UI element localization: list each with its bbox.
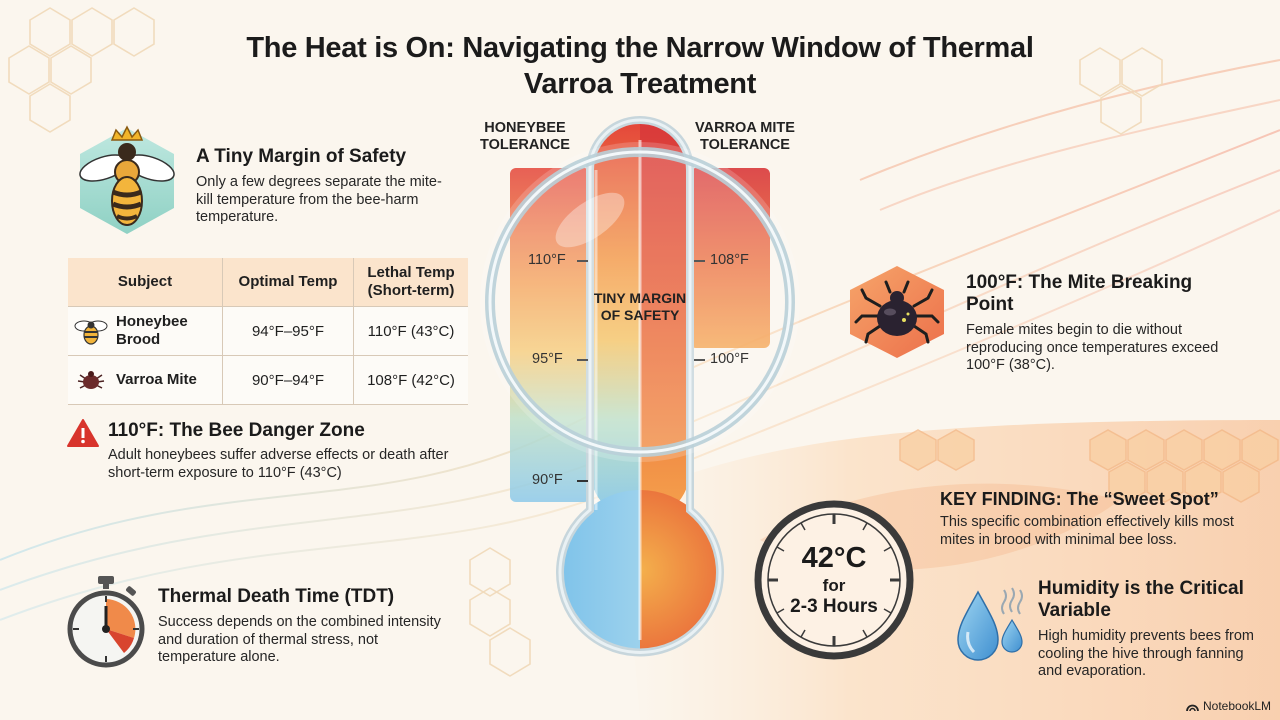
page-title: The Heat is On: Navigating the Narrow Wi… bbox=[246, 32, 1034, 100]
table-header-optimal: Optimal Temp bbox=[222, 258, 354, 307]
humidity-text: High humidity prevents bees from cooling… bbox=[1038, 628, 1254, 679]
warning-icon bbox=[67, 419, 99, 447]
margin-text: Only a few degrees separate the mite-kil… bbox=[196, 174, 442, 225]
tdt-text: Success depends on the combined intensit… bbox=[158, 614, 441, 665]
tick-108f: 108°F bbox=[710, 252, 749, 268]
clock-duration: 2-3 Hours bbox=[790, 596, 878, 617]
queen-bee-icon bbox=[79, 125, 175, 234]
danger-heading: 110°F: The Bee Danger Zone bbox=[108, 420, 365, 441]
bee-icon bbox=[74, 320, 108, 345]
table-header-lethal: Lethal Temp (Short-term) bbox=[353, 258, 468, 307]
mite-icon bbox=[77, 371, 105, 389]
margin-heading: A Tiny Margin of Safety bbox=[196, 146, 407, 167]
varroa-tolerance-bar bbox=[690, 168, 770, 348]
humidity-heading: Humidity is the Critical Variable bbox=[1038, 578, 1244, 621]
varroa-tolerance-label: VARROA MITE TOLERANCE bbox=[695, 120, 795, 153]
temperature-table: Subject Optimal Temp Lethal Temp (Short-… bbox=[68, 258, 468, 405]
thermometer-body bbox=[480, 116, 800, 657]
stopwatch-icon bbox=[67, 576, 145, 668]
humidity-section: Humidity is the Critical Variable High h… bbox=[950, 576, 1260, 686]
table-cell-optimal: 94°F–95°F bbox=[222, 306, 354, 356]
table-cell-optimal: 90°F–94°F bbox=[222, 355, 354, 405]
mite-section: 100°F: The Mite Breaking Point Female mi… bbox=[842, 262, 1262, 373]
clock-value: 42°C bbox=[801, 542, 867, 574]
tick-100f: 100°F bbox=[710, 351, 749, 367]
tdt-heading: Thermal Death Time (TDT) bbox=[158, 586, 395, 607]
clock-for: for bbox=[822, 576, 846, 595]
table-cell-subject: Varroa Mite bbox=[68, 355, 223, 405]
tick-110f: 110°F bbox=[528, 252, 566, 268]
subject-name: Varroa Mite bbox=[116, 371, 197, 388]
tick-90f: 90°F bbox=[532, 472, 563, 488]
subject-name: Honeybee Brood bbox=[116, 313, 188, 348]
clock-icon bbox=[754, 500, 914, 660]
key-finding-text: This specific combination effectively ki… bbox=[940, 514, 1234, 548]
notebooklm-logo-icon bbox=[1186, 704, 1199, 711]
thermometer-graphic: HONEYBEE TOLERANCE VARROA MITE TOLERANCE… bbox=[470, 110, 810, 670]
honeybee-tolerance-bar bbox=[510, 168, 590, 502]
table-row: Honeybee Brood 94°F–95°F 110°F (43°C) bbox=[68, 306, 468, 356]
mite-text: Female mites begin to die without reprod… bbox=[966, 322, 1219, 373]
table-header-row: Subject Optimal Temp Lethal Temp (Short-… bbox=[68, 258, 468, 307]
brand-label: NotebookLM bbox=[1203, 699, 1272, 713]
danger-text: Adult honeybees suffer adverse effects o… bbox=[108, 447, 449, 481]
water-drops-icon bbox=[957, 587, 1023, 661]
margin-section: A Tiny Margin of Safety Only a few degre… bbox=[68, 122, 448, 242]
table-header-subject: Subject bbox=[68, 258, 223, 307]
table-row: Varroa Mite 90°F–94°F 108°F (42°C) bbox=[68, 355, 468, 405]
key-finding-heading: KEY FINDING: The “Sweet Spot” bbox=[940, 489, 1219, 509]
tiny-margin-label: TINY MARGIN OF SAFETY bbox=[593, 290, 687, 323]
table-cell-lethal: 108°F (42°C) bbox=[353, 355, 468, 405]
mite-icon bbox=[850, 266, 944, 358]
magnifying-glass-icon bbox=[470, 110, 471, 111]
table-cell-subject: Honeybee Brood bbox=[68, 306, 223, 356]
sweet-spot-clock: 42°C for 2-3 Hours bbox=[752, 498, 916, 662]
honeybee-tolerance-label: HONEYBEE TOLERANCE bbox=[480, 120, 570, 153]
brand-mark: NotebookLM bbox=[1186, 699, 1271, 713]
tick-95f: 95°F bbox=[532, 351, 563, 367]
table-cell-lethal: 110°F (43°C) bbox=[353, 306, 468, 356]
key-finding-section: KEY FINDING: The “Sweet Spot” This speci… bbox=[940, 488, 1260, 549]
mite-heading: 100°F: The Mite Breaking Point bbox=[966, 272, 1193, 315]
